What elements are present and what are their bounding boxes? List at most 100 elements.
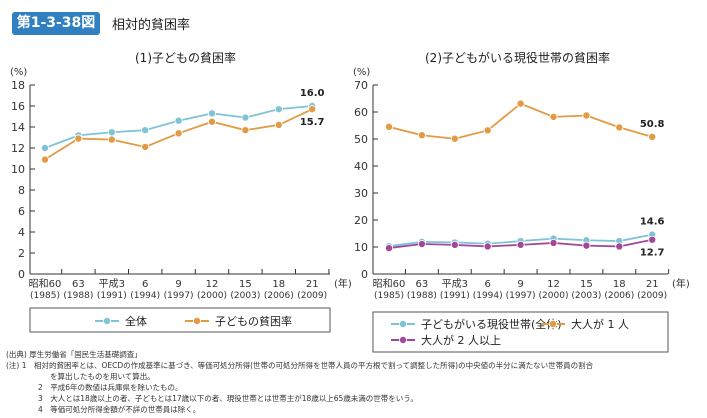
legend-label: 大人が 1 人 xyxy=(571,317,629,331)
end-data-label: 16.0 xyxy=(300,88,325,99)
y-tick-label: 6 xyxy=(18,205,25,218)
data-point xyxy=(516,99,525,108)
legend-label: 全体 xyxy=(125,314,147,328)
data-point xyxy=(582,111,591,120)
y-tick-label: 12 xyxy=(11,142,25,155)
y-tick-label: 2 xyxy=(18,247,25,260)
note-source: (出典) 厚生労働省「国民生活基礎調査」 xyxy=(6,350,142,359)
x-tick-label: 昭和60 xyxy=(29,278,62,290)
x-axis-unit: (年) xyxy=(334,277,352,290)
data-point xyxy=(174,129,183,138)
x-tick-label: 12 xyxy=(206,279,219,290)
data-point xyxy=(241,126,250,135)
y-tick-label: 20 xyxy=(354,214,368,227)
y-tick-label: 30 xyxy=(354,187,368,200)
x-tick-label: 15 xyxy=(239,279,252,290)
data-point xyxy=(417,131,426,140)
x-tick-label: 昭和60 xyxy=(373,278,406,290)
x-tick-label: 18 xyxy=(613,279,626,290)
data-point xyxy=(615,242,624,251)
data-point xyxy=(141,142,150,151)
data-point xyxy=(549,112,558,121)
data-point xyxy=(483,126,492,135)
y-tick-label: 70 xyxy=(354,79,368,92)
figure-title: 相対的貧困率 xyxy=(112,18,191,33)
end-data-label: 14.6 xyxy=(640,217,665,228)
data-point xyxy=(549,238,558,247)
legend-swatch-marker xyxy=(549,319,558,328)
x-tick-sublabel: (2009) xyxy=(637,291,667,301)
x-tick-label: 21 xyxy=(306,279,319,290)
data-point xyxy=(241,113,250,122)
note-3: 3 大人とは18歳以上の者、子どもとは17歳以下の者、現役世帯とは世帯主が18歳… xyxy=(38,394,418,403)
legend-swatch-marker xyxy=(398,319,407,328)
x-tick-sublabel: (1985) xyxy=(30,291,60,301)
x-tick-label: 12 xyxy=(547,279,560,290)
y-tick-label: 0 xyxy=(361,268,368,281)
series-line xyxy=(388,102,653,140)
x-tick-label: 平成3 xyxy=(99,278,125,290)
note-1: (注) 1 相対的貧困率とは、OECDの作成基準に基づき、等価可処分所得(世帯の… xyxy=(6,361,594,370)
data-point xyxy=(648,235,657,244)
data-point xyxy=(450,240,459,249)
data-point xyxy=(308,105,317,114)
data-point xyxy=(41,143,50,152)
y-tick-label: 50 xyxy=(354,133,368,146)
x-tick-sublabel: (2006) xyxy=(264,291,294,301)
y-axis-unit: (%) xyxy=(10,67,27,78)
data-point xyxy=(648,132,657,141)
legend-swatch-marker xyxy=(103,316,112,325)
data-point xyxy=(74,134,83,143)
y-tick-label: 14 xyxy=(11,121,25,134)
x-tick-sublabel: (2000) xyxy=(539,291,569,301)
data-point xyxy=(582,241,591,250)
note-4: 4 等価可処分所得金額が不詳の世帯員は除く。 xyxy=(38,405,201,414)
data-point xyxy=(450,134,459,143)
y-tick-label: 16 xyxy=(11,100,25,113)
legend-label: 子どもの貧困率 xyxy=(215,314,292,328)
y-axis-unit: (%) xyxy=(353,67,370,78)
y-tick-label: 4 xyxy=(18,226,25,239)
data-point xyxy=(174,116,183,125)
legend-swatch-marker xyxy=(192,316,201,325)
x-tick-sublabel: (2006) xyxy=(604,291,634,301)
legend-swatch-marker xyxy=(398,335,407,344)
x-tick-sublabel: (2003) xyxy=(571,291,601,301)
chart2-title: (2)子どもがいる現役世帯の貧困率 xyxy=(425,51,610,65)
x-tick-label: 9 xyxy=(175,279,181,290)
x-tick-label: 63 xyxy=(416,279,429,290)
data-point xyxy=(41,155,50,164)
x-tick-sublabel: (1988) xyxy=(407,291,437,301)
data-point xyxy=(274,120,283,129)
data-point xyxy=(207,109,216,118)
x-tick-sublabel: (1994) xyxy=(473,291,503,301)
y-tick-label: 40 xyxy=(354,160,368,173)
x-tick-sublabel: (2009) xyxy=(297,291,327,301)
end-data-label: 12.7 xyxy=(640,248,665,259)
x-tick-sublabel: (2000) xyxy=(197,291,227,301)
x-tick-label: 6 xyxy=(142,279,148,290)
x-tick-label: 21 xyxy=(646,279,659,290)
x-tick-sublabel: (1997) xyxy=(506,291,536,301)
data-point xyxy=(207,117,216,126)
y-tick-label: 18 xyxy=(11,79,25,92)
data-point xyxy=(417,240,426,249)
figure-number-badge: 第1-3-38図 xyxy=(12,12,100,35)
legend-box xyxy=(372,311,669,353)
data-point xyxy=(384,244,393,253)
y-tick-label: 10 xyxy=(11,163,25,176)
x-tick-label: 63 xyxy=(72,279,85,290)
x-tick-sublabel: (2003) xyxy=(230,291,260,301)
series-line xyxy=(44,105,313,149)
chart1-title: (1)子どもの貧困率 xyxy=(135,51,236,65)
notes: (出典) 厚生労働省「国民生活基礎調査」 (注) 1 相対的貧困率とは、OECD… xyxy=(6,349,706,415)
x-tick-sublabel: (1997) xyxy=(164,291,194,301)
x-tick-label: 平成3 xyxy=(442,278,468,290)
y-tick-label: 60 xyxy=(354,106,368,119)
y-tick-label: 0 xyxy=(18,268,25,281)
x-tick-label: 9 xyxy=(517,279,523,290)
end-data-label: 50.8 xyxy=(640,119,665,130)
x-tick-label: 6 xyxy=(485,279,491,290)
x-tick-label: 18 xyxy=(272,279,285,290)
